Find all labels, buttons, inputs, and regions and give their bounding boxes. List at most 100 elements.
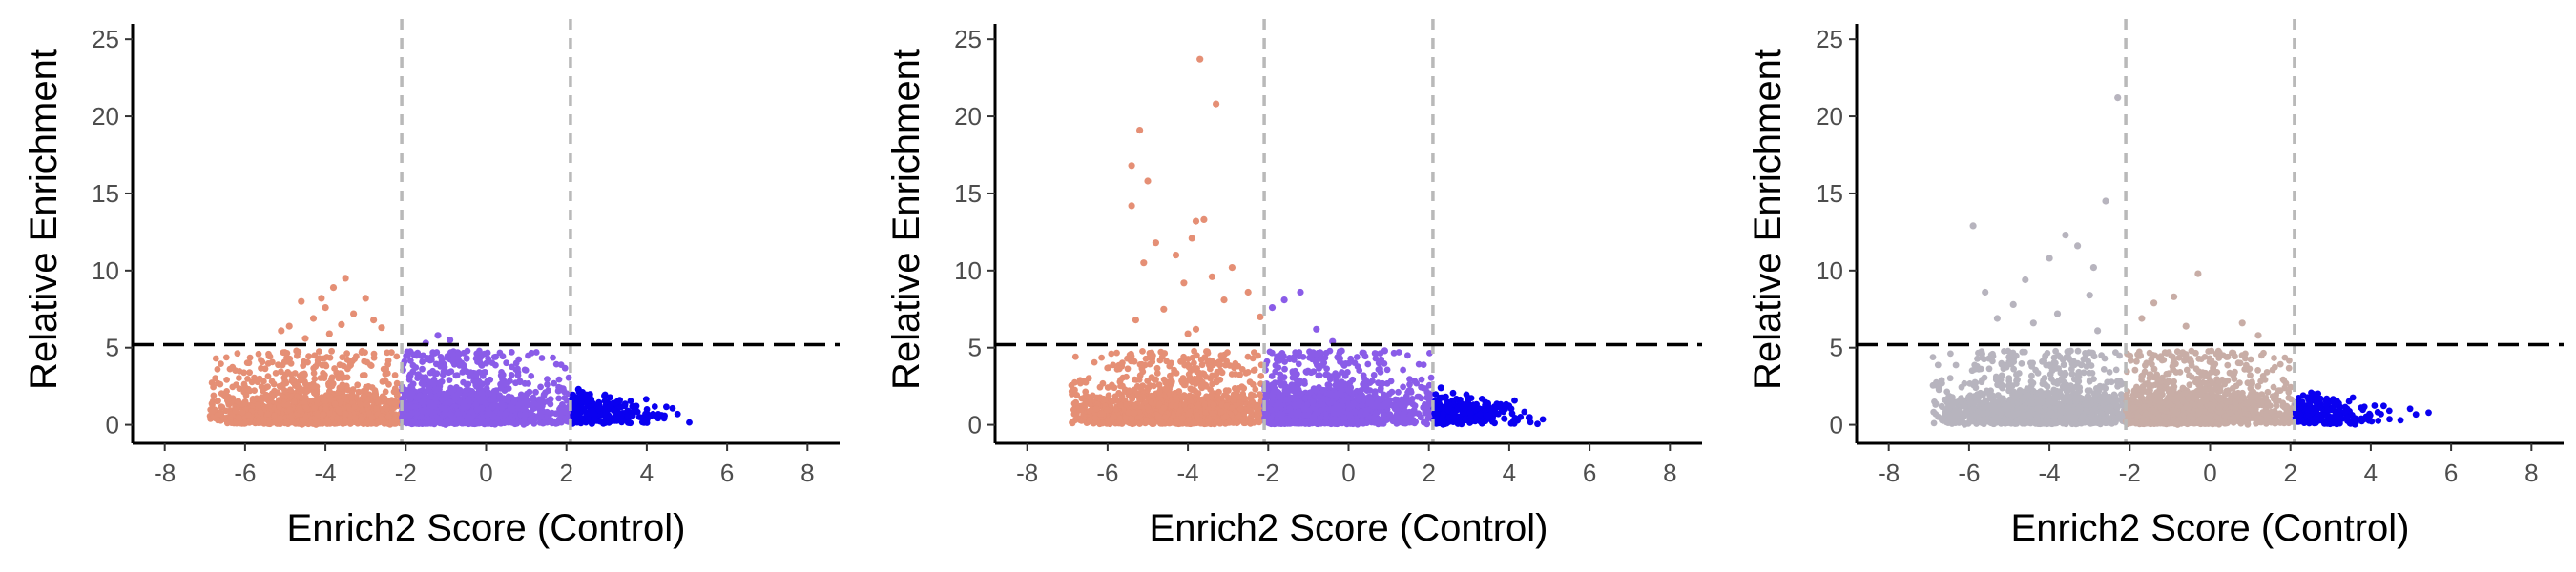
outlier-point <box>342 275 349 282</box>
data-point <box>472 400 480 408</box>
data-point <box>584 398 591 404</box>
data-point <box>627 398 634 404</box>
data-point <box>1194 412 1200 419</box>
data-point <box>254 401 261 409</box>
data-point <box>1143 417 1150 424</box>
data-point <box>391 372 399 378</box>
data-point <box>1400 366 1406 374</box>
data-point <box>229 363 237 371</box>
data-point <box>1129 396 1136 402</box>
data-point <box>388 418 395 425</box>
data-point <box>1111 414 1118 420</box>
data-point <box>367 419 375 426</box>
data-point <box>516 378 524 386</box>
data-point <box>270 380 278 388</box>
data-point <box>1249 355 1257 362</box>
data-point <box>371 387 379 394</box>
data-point <box>302 413 309 420</box>
data-point <box>1122 401 1130 409</box>
data-point <box>311 376 319 382</box>
data-point <box>438 396 446 402</box>
data-point <box>651 403 658 410</box>
data-point <box>497 384 505 392</box>
data-point <box>404 348 411 356</box>
data-point <box>482 369 488 376</box>
data-point <box>1235 393 1242 400</box>
data-point <box>373 405 380 412</box>
data-point <box>1104 364 1111 372</box>
data-point <box>573 406 581 414</box>
data-point <box>555 395 563 402</box>
data-point <box>1257 373 1265 379</box>
data-point <box>1209 410 1215 417</box>
data-point <box>544 408 551 416</box>
data-point <box>313 397 321 404</box>
data-point <box>422 377 429 383</box>
outlier-point <box>329 284 338 292</box>
data-point <box>1124 365 1132 373</box>
data-point <box>1073 414 1081 420</box>
data-point <box>615 410 623 417</box>
data-point <box>223 377 231 383</box>
data-point <box>284 401 292 409</box>
data-point <box>433 349 441 356</box>
data-point <box>439 371 447 378</box>
data-point <box>561 395 569 401</box>
data-point <box>1103 406 1111 414</box>
data-point <box>528 373 535 379</box>
data-point <box>303 387 311 395</box>
data-point <box>362 349 368 356</box>
data-point <box>460 349 467 357</box>
data-point <box>430 376 438 383</box>
data-point <box>1085 375 1092 382</box>
data-point <box>465 413 472 420</box>
data-point <box>311 389 318 397</box>
data-point <box>382 371 389 378</box>
data-point <box>544 376 551 383</box>
data-point <box>1135 377 1143 383</box>
data-point <box>370 354 378 361</box>
data-point <box>1214 378 1221 385</box>
data-point <box>1142 355 1150 362</box>
data-point <box>331 365 338 372</box>
data-point <box>445 369 452 377</box>
data-point <box>547 396 554 403</box>
data-point <box>520 399 528 406</box>
data-point <box>532 349 540 356</box>
data-point <box>358 416 365 423</box>
data-point <box>484 379 491 387</box>
data-point <box>528 349 535 357</box>
data-point <box>234 350 241 358</box>
data-point <box>545 387 551 394</box>
data-point <box>296 388 303 396</box>
data-point <box>1136 396 1143 402</box>
data-point <box>521 417 528 423</box>
data-point <box>304 358 311 366</box>
data-point <box>1237 405 1244 413</box>
data-point <box>320 355 327 362</box>
data-point <box>335 406 343 414</box>
data-point <box>317 375 324 381</box>
x-tick-label: 4 <box>640 459 654 487</box>
data-point <box>1098 354 1105 361</box>
data-point <box>642 396 650 403</box>
data-point <box>460 378 467 386</box>
data-point <box>218 411 225 419</box>
data-point <box>232 407 239 415</box>
data-point <box>1131 402 1138 410</box>
y-tick-label: 5 <box>106 334 119 362</box>
data-point <box>498 400 505 408</box>
outlier-point <box>362 295 369 302</box>
data-point <box>1185 410 1193 418</box>
x-axis-title: Enrich2 Score (Control) <box>287 507 686 549</box>
data-point <box>504 379 511 386</box>
data-point <box>241 419 249 426</box>
data-point <box>476 388 484 395</box>
data-point <box>669 404 676 412</box>
data-point <box>522 367 530 374</box>
data-point <box>348 390 356 398</box>
data-point <box>283 419 290 425</box>
data-point <box>1138 403 1146 410</box>
data-point <box>310 370 318 377</box>
